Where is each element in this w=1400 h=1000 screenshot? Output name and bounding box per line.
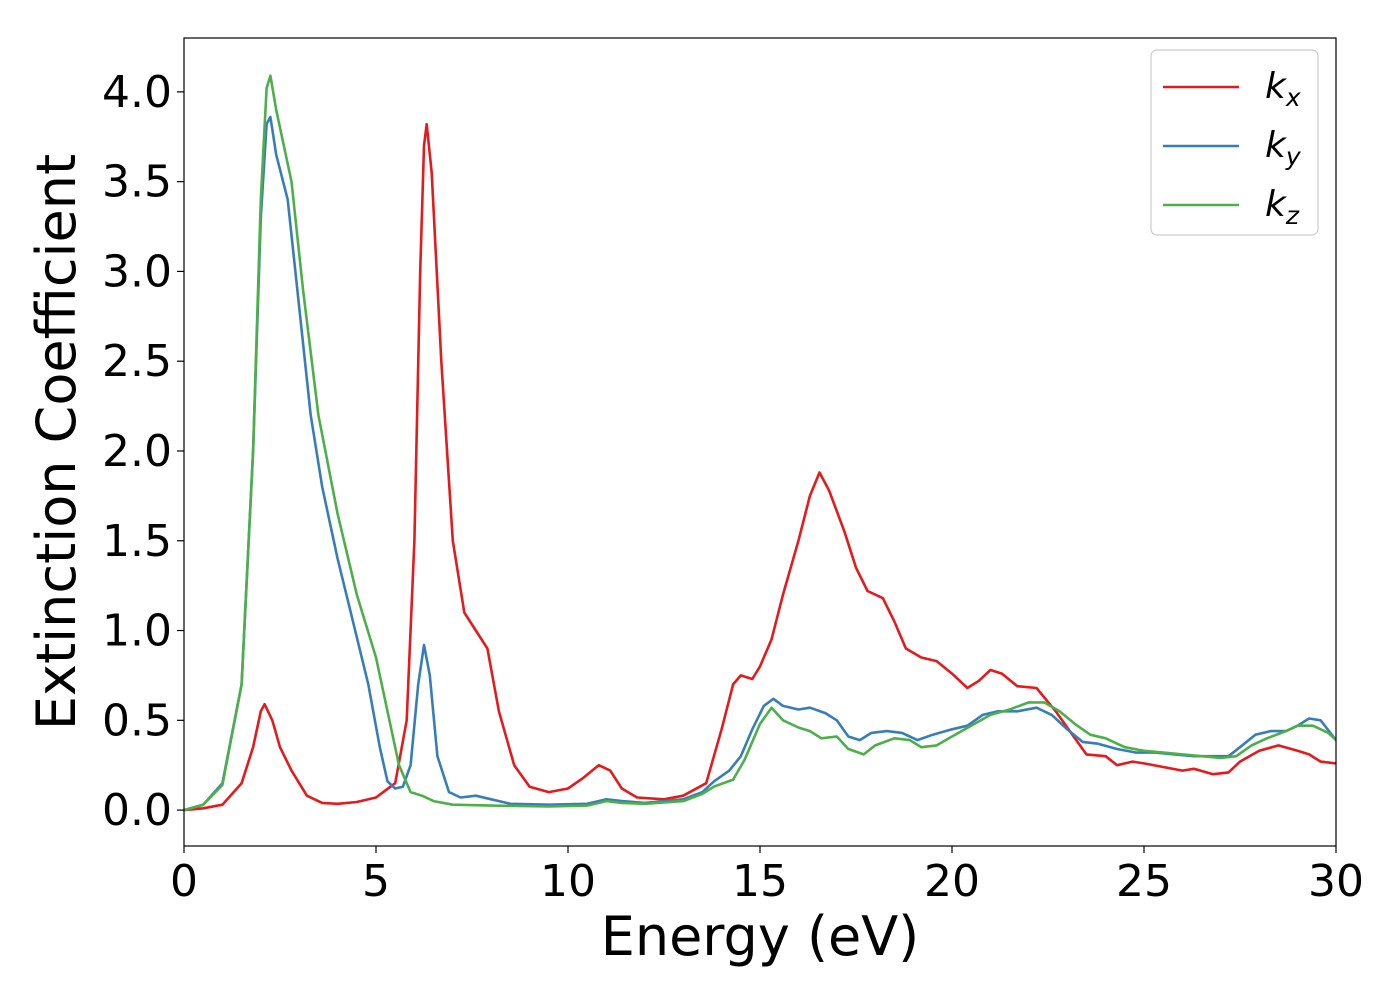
- x-tick-label: 30: [1308, 856, 1364, 907]
- x-axis-title: Energy (eV): [601, 905, 920, 968]
- series-line-ky: [184, 115, 1336, 812]
- y-tick-label: 3.5: [102, 157, 172, 208]
- y-tick-label: 1.0: [102, 606, 172, 657]
- y-axis: 0.0 0.5 1.0 1.5 2.0 2.5 3.0 3.5 4.0: [102, 67, 184, 836]
- series-line-kz: [184, 74, 1336, 812]
- y-tick-label: 2.5: [102, 336, 172, 387]
- series-line-kx: [184, 122, 1336, 812]
- x-tick-label: 25: [1116, 856, 1172, 907]
- x-tick-label: 5: [362, 856, 390, 907]
- y-axis-title: Extinction Coefficient: [25, 154, 88, 730]
- y-tick-label: 4.0: [102, 67, 172, 118]
- legend-label-kz: kz: [1265, 184, 1300, 230]
- x-axis: 0 5 10 15 20 25 30: [170, 846, 1364, 907]
- legend-frame: [1150, 49, 1319, 236]
- y-tick-label: 1.5: [102, 516, 172, 567]
- y-tick-label: 2.0: [102, 426, 172, 477]
- legend-label-ky: ky: [1265, 125, 1302, 171]
- legend: kx ky kz: [1150, 49, 1319, 236]
- x-tick-label: 15: [732, 856, 788, 907]
- x-tick-label: 0: [170, 856, 198, 907]
- y-tick-label: 0.5: [102, 695, 172, 746]
- y-tick-label: 0.0: [102, 785, 172, 836]
- series-layer: [184, 74, 1336, 812]
- x-tick-label: 20: [924, 856, 980, 907]
- y-tick-label: 3.0: [102, 246, 172, 297]
- x-tick-label: 10: [540, 856, 596, 907]
- legend-label-kx: kx: [1265, 66, 1301, 112]
